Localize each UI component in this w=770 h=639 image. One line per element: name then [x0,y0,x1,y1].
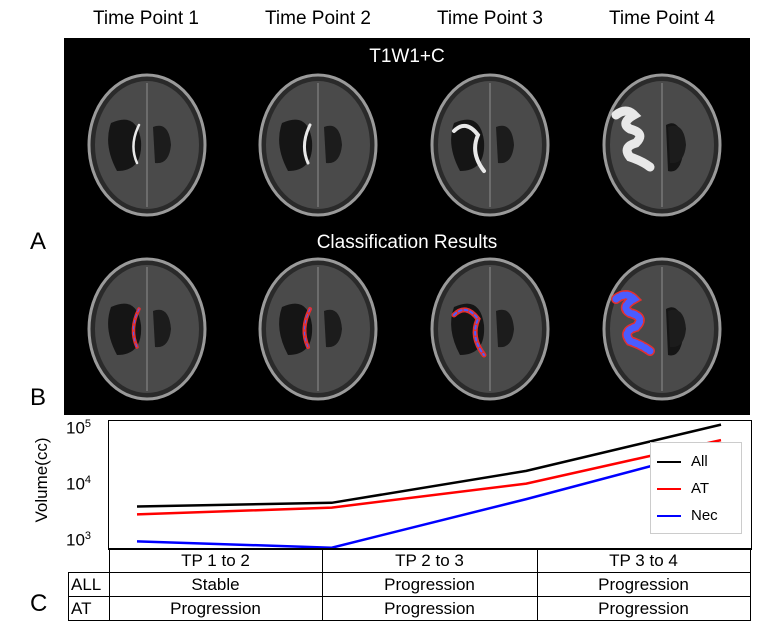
t1-panel-title: T1W1+C [369,46,445,67]
classified-brain-scan-1 [87,257,207,401]
header-time-point-3: Time Point 3 [437,8,543,29]
brain-scans [87,73,722,401]
series-line-at [136,438,722,516]
table-header: TP 1 to 2 [108,548,323,573]
table-cell: Progression [536,572,751,597]
table-row: ALL Stable Progression Progression [68,572,751,597]
t1-brain-scan-1 [87,73,207,217]
legend-item-at: AT [657,480,709,497]
t1-brain-scan-2 [258,73,378,217]
label-c: C [30,590,48,617]
legend-item-nec: Nec [657,507,718,524]
chart-legend: All AT Nec [650,442,742,534]
row-label-all: ALL [68,572,110,597]
table-header: TP 3 to 4 [536,548,751,573]
progression-table: TP 1 to 2 TP 2 to 3 TP 3 to 4 ALL Stable… [68,548,751,621]
table-cell: Progression [536,596,751,621]
y-tick-1e3: 103 [66,530,92,550]
t1-brain-scan-3 [430,73,550,217]
table-cell: Progression [321,596,538,621]
mri-image-panel: T1W1+C Classification Results [64,38,750,415]
header-time-point-1: Time Point 1 [93,8,199,29]
header-time-point-2: Time Point 2 [265,8,371,29]
legend-swatch-nec [657,514,681,517]
legend-item-all: All [657,453,708,470]
classified-brain-scan-2 [258,257,378,401]
y-axis-label: Volume(cc) [32,437,51,523]
table-header: TP 2 to 3 [321,548,538,573]
legend-label-all: All [691,453,708,470]
y-tick-1e4: 104 [66,474,92,494]
table-cell: Progression [108,596,323,621]
series-line-all [136,423,722,508]
table-row: AT Progression Progression Progression [68,596,751,621]
header-time-point-4: Time Point 4 [609,8,715,29]
label-b: B [30,384,47,411]
y-tick-1e5: 105 [66,418,92,438]
legend-swatch-at [657,487,681,490]
classification-panel-title: Classification Results [316,232,498,253]
table-corner [68,548,110,573]
classified-brain-scan-4 [602,257,722,401]
table-header-row: TP 1 to 2 TP 2 to 3 TP 3 to 4 [68,548,751,573]
row-label-at: AT [68,596,110,621]
t1-brain-scan-4 [602,73,722,217]
label-a: A [30,228,47,255]
legend-label-at: AT [691,480,710,497]
classified-brain-scan-3 [430,257,550,401]
table-cell: Progression [321,572,538,597]
legend-label-nec: Nec [691,507,718,524]
series-line-nec [136,446,722,549]
legend-swatch-all [657,460,681,463]
table-cell: Stable [108,572,323,597]
